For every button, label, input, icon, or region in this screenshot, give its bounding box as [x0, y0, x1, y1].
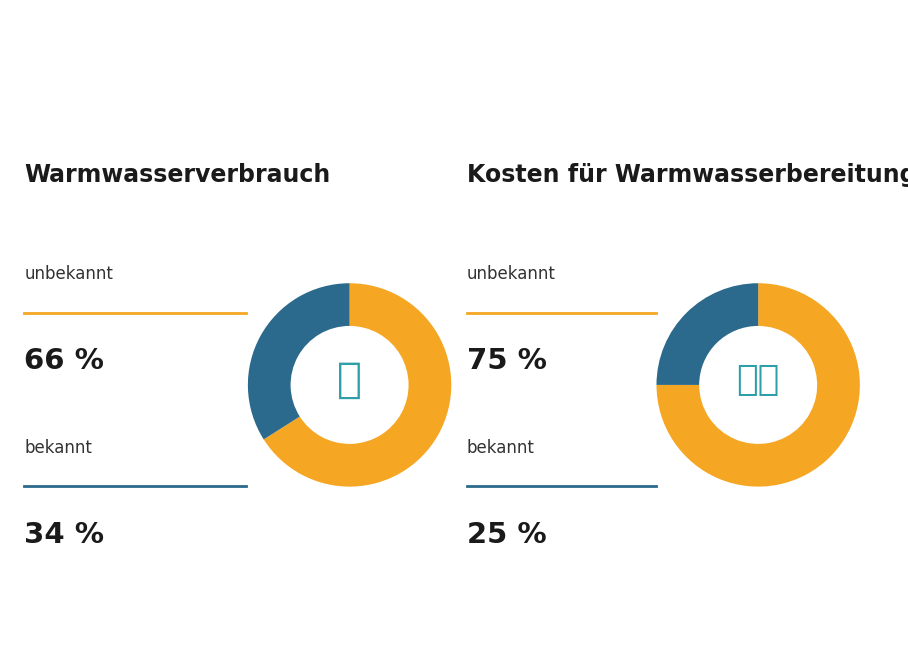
Text: 75 %: 75 % [467, 347, 547, 375]
Wedge shape [656, 283, 860, 486]
Text: 💧💰: 💧💰 [736, 363, 780, 397]
Text: 66 %: 66 % [25, 347, 104, 375]
Text: 25 %: 25 % [467, 521, 547, 548]
Text: unbekannt: unbekannt [467, 265, 556, 283]
Text: Warmwasserverbrauch: Warmwasserverbrauch [25, 163, 331, 187]
Text: Stand: 01/2023  |  Daten: www.co2online.de  |  Grafik: www.warmwasserspiegel.de: Stand: 01/2023 | Daten: www.co2online.de… [91, 619, 553, 629]
Text: 34 %: 34 % [25, 521, 104, 548]
Text: online: online [828, 615, 883, 633]
Text: Kosten für Warmwasserbereitung: Kosten für Warmwasserbereitung [467, 163, 908, 187]
Text: co2: co2 [785, 615, 821, 633]
Text: bekannt: bekannt [467, 439, 535, 457]
Wedge shape [656, 283, 758, 385]
Text: unbekannt: unbekannt [25, 265, 113, 283]
Text: in Haushalten häufig unbekannt: in Haushalten häufig unbekannt [138, 72, 770, 107]
Text: Warmwasserverbrauch und Kosten: Warmwasserverbrauch und Kosten [112, 25, 796, 59]
Text: 🚰: 🚰 [337, 359, 362, 401]
Wedge shape [263, 283, 451, 486]
Text: ⒸⓘⓈ⊜: ⒸⓘⓈ⊜ [12, 618, 44, 630]
Text: bekannt: bekannt [25, 439, 92, 457]
Wedge shape [248, 283, 350, 439]
